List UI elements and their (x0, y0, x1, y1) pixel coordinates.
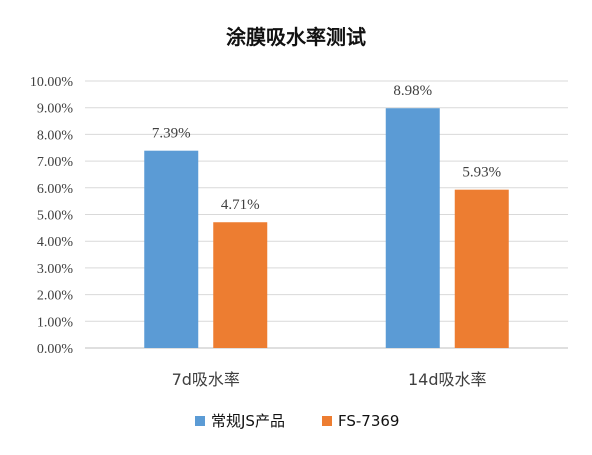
y-tick-label: 5.00% (37, 209, 74, 224)
legend-swatch (195, 416, 205, 426)
bar-series1-1 (144, 150, 199, 348)
bar-series2-2 (454, 189, 509, 348)
legend-label: FS-7369 (338, 412, 399, 430)
y-tick-label: 8.00% (37, 128, 74, 143)
x-category-label: 7d吸水率 (172, 370, 240, 389)
y-tick-label: 7.00% (37, 155, 74, 170)
y-tick-label: 1.00% (37, 315, 74, 330)
legend: 常规JS产品 FS-7369 (195, 412, 399, 430)
legend-swatch (322, 416, 332, 426)
data-label: 8.98% (393, 83, 432, 99)
chart-title: 涂膜吸水率测试 (226, 25, 366, 49)
x-category-label: 14d吸水率 (408, 370, 487, 389)
data-label: 4.71% (221, 197, 260, 213)
data-label: 7.39% (152, 126, 191, 142)
y-tick-label: 9.00% (37, 102, 74, 117)
legend-label: 常规JS产品 (211, 412, 285, 430)
y-tick-label: 6.00% (37, 182, 74, 197)
data-label: 5.93% (462, 165, 501, 181)
bar-series1-2 (385, 108, 440, 348)
y-tick-label: 10.00% (30, 75, 74, 90)
y-tick-label: 0.00% (37, 342, 74, 357)
y-tick-label: 2.00% (37, 289, 74, 304)
y-tick-label: 3.00% (37, 262, 74, 277)
bar-series2-1 (213, 222, 268, 348)
y-tick-label: 4.00% (37, 235, 74, 250)
